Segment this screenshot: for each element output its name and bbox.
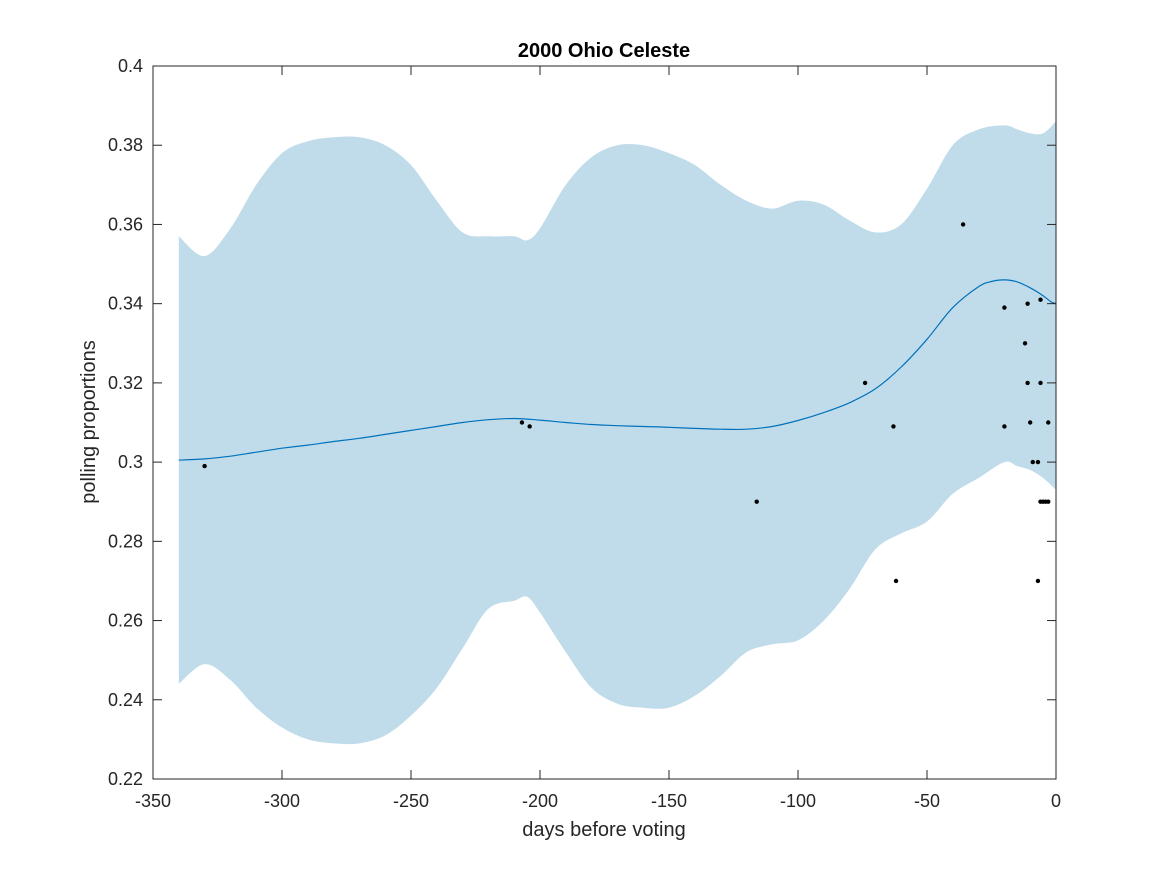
y-tick-label: 0.36 [108, 214, 143, 234]
poll-point [202, 463, 207, 469]
x-tick-label: -300 [264, 791, 300, 811]
poll-point [527, 424, 532, 429]
confidence-band [178, 121, 1057, 745]
y-tick-label: 0.3 [118, 452, 143, 472]
poll-point [893, 578, 899, 584]
x-tick-label: -350 [135, 791, 171, 811]
poll-point [1046, 420, 1051, 425]
poll-point [1038, 380, 1043, 386]
poll-point [1035, 578, 1041, 584]
trend-line [178, 279, 1057, 461]
y-tick-label: 0.32 [108, 373, 143, 393]
x-tick-label: 0 [1051, 791, 1061, 811]
poll-point [1038, 297, 1043, 302]
poll-point [1022, 341, 1028, 346]
poll-point [1002, 424, 1007, 429]
y-tick-label: 0.24 [108, 690, 143, 710]
y-tick-label: 0.4 [118, 56, 143, 76]
poll-point [1002, 305, 1007, 310]
poll-point [862, 380, 868, 386]
y-tick-label: 0.22 [108, 769, 143, 789]
chart-title: 2000 Ohio Celeste [518, 40, 690, 62]
axes-box [152, 65, 1057, 780]
x-tick-label: -50 [914, 791, 940, 811]
poll-point [1046, 499, 1051, 504]
y-tick-label: 0.28 [108, 531, 143, 551]
x-tick-label: -250 [393, 791, 429, 811]
poll-point [754, 499, 759, 504]
y-axis-label: polling proportions [78, 340, 100, 503]
y-axis: 0.22 0.24 0.26 0.28 0.3 0.32 0.34 0.36 0.38 0.4 [108, 56, 1056, 789]
x-axis-label: days before voting [522, 819, 685, 841]
y-tick-label: 0.34 [108, 294, 143, 314]
x-tick-label: -150 [651, 791, 687, 811]
x-axis: -350 -300 -250 -200 -150 -100 -50 0 [135, 66, 1061, 811]
poll-point [1030, 459, 1035, 465]
poll-point [519, 420, 525, 425]
poll-point [960, 222, 966, 227]
y-tick-label: 0.38 [108, 135, 143, 155]
poll-point [891, 424, 896, 429]
plot-area [178, 121, 1057, 745]
poll-point [1035, 459, 1041, 465]
poll-point [1025, 380, 1030, 386]
x-tick-label: -100 [780, 791, 816, 811]
poll-point [1025, 301, 1030, 306]
poll-point [1028, 420, 1033, 425]
x-tick-label: -200 [522, 791, 558, 811]
y-tick-label: 0.26 [108, 611, 143, 631]
